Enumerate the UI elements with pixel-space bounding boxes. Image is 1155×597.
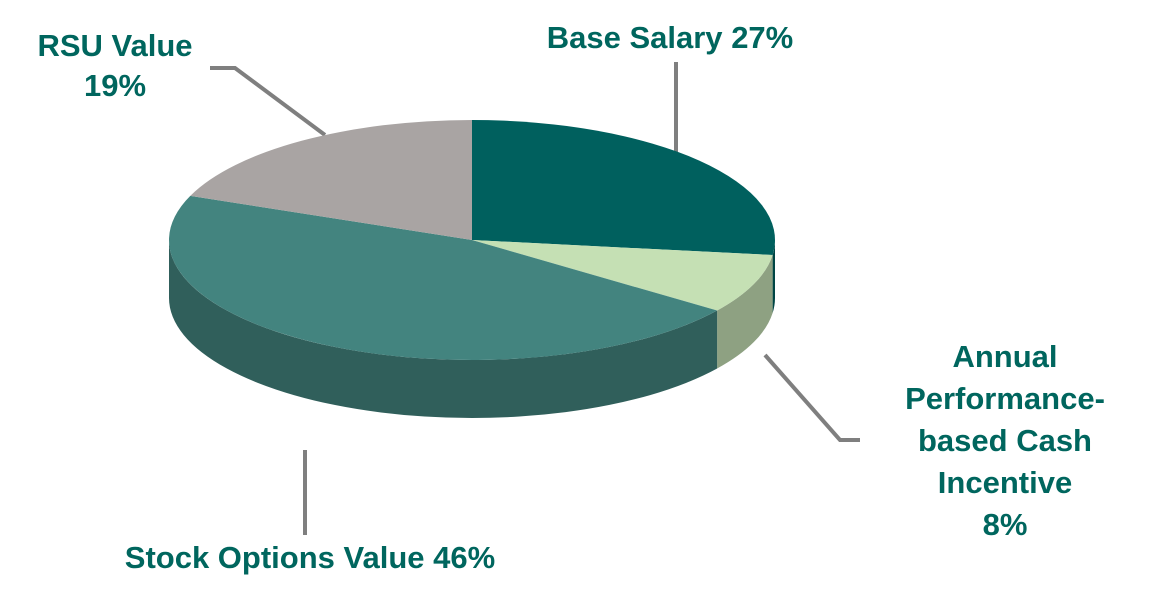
pie-slice <box>472 120 775 256</box>
category-label: Stock Options Value <box>124 540 425 575</box>
slice-label: Stock Options Value 46% <box>60 538 560 578</box>
slice-side <box>169 240 718 418</box>
pie-slice <box>472 240 773 311</box>
pie-slice <box>190 120 473 240</box>
slice-side <box>772 240 776 314</box>
category-label: Annual Performance-based Cash Incentive <box>905 339 1105 500</box>
slice-label: Base Salary 27% <box>500 18 840 58</box>
pie-slice <box>168 195 718 361</box>
category-label: Base Salary <box>546 20 723 55</box>
value-label: 46% <box>433 540 496 575</box>
value-label: 27% <box>731 20 794 55</box>
leader-line <box>763 353 860 442</box>
value-label: 19% <box>83 68 147 103</box>
category-label: RSU Value <box>37 28 193 63</box>
value-label: 8% <box>982 507 1028 542</box>
slice-side <box>717 255 773 369</box>
leader-line <box>210 66 327 137</box>
slice-label: RSU Value 19% <box>10 26 220 106</box>
slice-label: Annual Performance-based Cash Incentive 8… <box>880 336 1130 546</box>
